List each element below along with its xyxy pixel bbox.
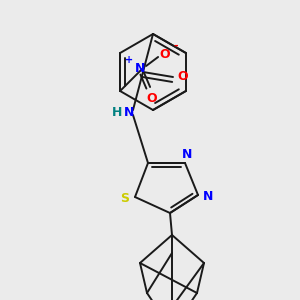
Text: O: O [160, 47, 170, 61]
Text: H: H [112, 106, 122, 119]
Text: N: N [203, 190, 213, 203]
Text: O: O [178, 70, 188, 83]
Text: -: - [174, 41, 178, 51]
Text: N: N [135, 61, 145, 74]
Text: S: S [121, 193, 130, 206]
Text: N: N [182, 148, 192, 161]
Text: O: O [147, 92, 158, 106]
Text: N: N [124, 106, 134, 119]
Text: +: + [125, 55, 133, 65]
